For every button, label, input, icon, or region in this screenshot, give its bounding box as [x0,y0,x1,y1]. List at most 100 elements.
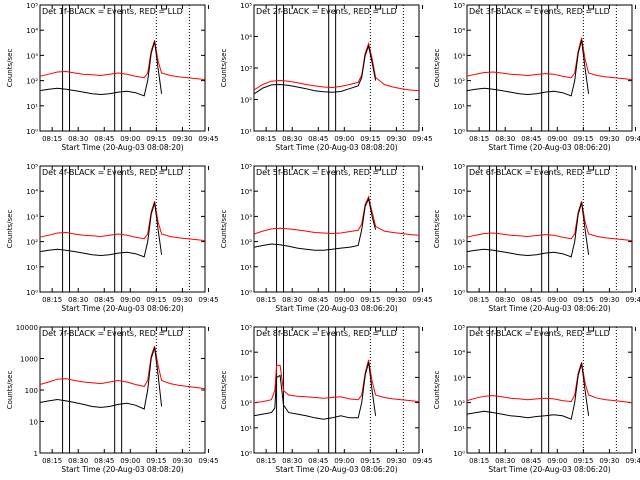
y-axis-label: Counts/sec [433,49,441,88]
events-series-line [39,41,163,97]
y-tick-label: 10² [240,239,252,247]
panel-title: Det 4f-BLACK = Events, RED = LLD [42,168,183,177]
x-tick-label: 09:45 [625,296,640,304]
x-tick-label: 08:45 [521,135,541,143]
y-tick-label: 10 [29,419,38,427]
y-tick-label: 10⁴ [26,27,38,35]
y-tick-label: 10³ [453,213,465,221]
x-tick-label: 08:30 [68,135,88,143]
y-tick-label: 10⁵ [26,2,38,10]
plot-frame [253,165,420,293]
y-tick-label: 10⁰ [26,289,38,297]
top-bracket-marker [588,327,595,332]
y-tick-label: 10² [240,400,252,408]
x-tick-label: 08:45 [94,296,114,304]
y-tick-label: 10⁵ [453,324,465,332]
panel-3: Det 3f-BLACK = Events, RED = LLD 10⁰ 10¹ 10… [433,2,640,152]
y-tick-label: 1 [34,450,38,458]
y-tick-label: 10² [453,239,465,247]
y-tick-label: 10¹ [26,264,38,272]
y-tick-label: 10⁰ [26,128,38,136]
x-tick-label: 09:45 [625,135,640,143]
x-tick-label: 09:00 [547,296,567,304]
x-axis-label: Start Time (20-Aug-03 08:06:20) [61,304,183,313]
x-tick-label: 09:15 [146,457,166,465]
x-tick-label: 08:15 [42,296,62,304]
top-bracket-marker [375,5,382,10]
x-tick-label: 08:30 [68,457,88,465]
x-tick-label: 09:00 [120,457,140,465]
plot-frame [39,4,206,132]
x-axis-label: Start Time (20-Aug-03 08:06:20) [488,143,610,152]
x-tick-label: 08:15 [256,135,276,143]
events-series-line [253,44,377,95]
y-tick-label: 10⁵ [240,324,252,332]
y-axis-label: Counts/sec [6,210,14,249]
y-tick-label: 10⁴ [453,349,465,357]
x-tick-label: 09:00 [120,296,140,304]
y-tick-label: 10³ [240,374,252,382]
y-tick-label: 10⁴ [240,34,252,42]
panel-2: Det 2f-BLACK = Events, RED = LLD 10¹ 10² 10… [220,2,433,152]
y-tick-label: 10³ [26,213,38,221]
events-series-line [466,202,590,258]
plot-frame [39,165,206,293]
x-tick-label: 09:15 [360,296,380,304]
x-tick-label: 08:15 [42,135,62,143]
panel-9: Det 9f-BLACK = Events, RED = LLD 10⁰ 10¹ 10… [433,324,640,474]
y-tick-label: 10³ [26,52,38,60]
x-tick-label: 08:45 [521,296,541,304]
y-tick-label: 10⁴ [240,188,252,196]
y-tick-label: 10² [453,78,465,86]
events-series-line [253,197,377,251]
y-axis-label: Counts/sec [6,371,14,410]
x-tick-label: 09:30 [172,457,192,465]
y-tick-label: 10⁰ [240,289,252,297]
x-tick-label: 08:30 [495,135,515,143]
events-series-line [39,347,163,410]
x-tick-label: 08:30 [282,457,302,465]
x-tick-label: 09:45 [198,135,218,143]
y-tick-label: 10⁰ [453,128,465,136]
x-tick-label: 09:15 [146,135,166,143]
x-tick-label: 09:00 [334,457,354,465]
top-bracket-marker [161,5,168,10]
y-tick-label: 10¹ [240,128,252,136]
y-tick-label: 10¹ [453,264,465,272]
x-tick-label: 08:30 [68,296,88,304]
x-tick-label: 09:00 [547,135,567,143]
x-tick-label: 09:00 [334,135,354,143]
plot-frame [466,165,633,293]
x-axis-label: Start Time (20-Aug-03 08:08:20) [275,143,397,152]
y-tick-label: 100 [25,387,38,395]
x-axis-label: Start Time (20-Aug-03 08:06:20) [275,304,397,313]
y-axis-label: Counts/sec [6,49,14,88]
x-axis-label: Start Time (20-Aug-03 08:06:20) [488,304,610,313]
lld-series-line [466,37,633,81]
x-tick-label: 08:30 [495,457,515,465]
x-tick-label: 09:30 [386,457,406,465]
panel-7: Det 7f-BLACK = Events, RED = LLD 1 10 100 10… [6,324,219,474]
x-tick-label: 08:30 [495,296,515,304]
y-tick-label: 10³ [453,374,465,382]
panel-6: Det 6f-BLACK = Events, RED = LLD 10⁰ 10¹ 10… [433,163,640,313]
x-tick-label: 08:15 [469,135,489,143]
x-tick-label: 09:00 [334,296,354,304]
x-tick-label: 08:45 [308,296,328,304]
top-bracket-marker [375,166,382,171]
y-tick-label: 10² [453,400,465,408]
x-tick-label: 08:30 [282,135,302,143]
panel-title: Det 6f-BLACK = Events, RED = LLD [469,168,610,177]
panel-title: Det 1f-BLACK = Events, RED = LLD [42,7,183,16]
plot-frame [39,326,206,454]
y-tick-label: 10⁴ [453,188,465,196]
y-tick-label: 10⁴ [240,349,252,357]
x-tick-label: 08:15 [256,296,276,304]
x-tick-label: 09:15 [146,296,166,304]
y-tick-label: 10¹ [240,425,252,433]
x-tick-label: 09:15 [360,135,380,143]
events-series-line [466,363,590,420]
x-tick-label: 09:30 [386,296,406,304]
